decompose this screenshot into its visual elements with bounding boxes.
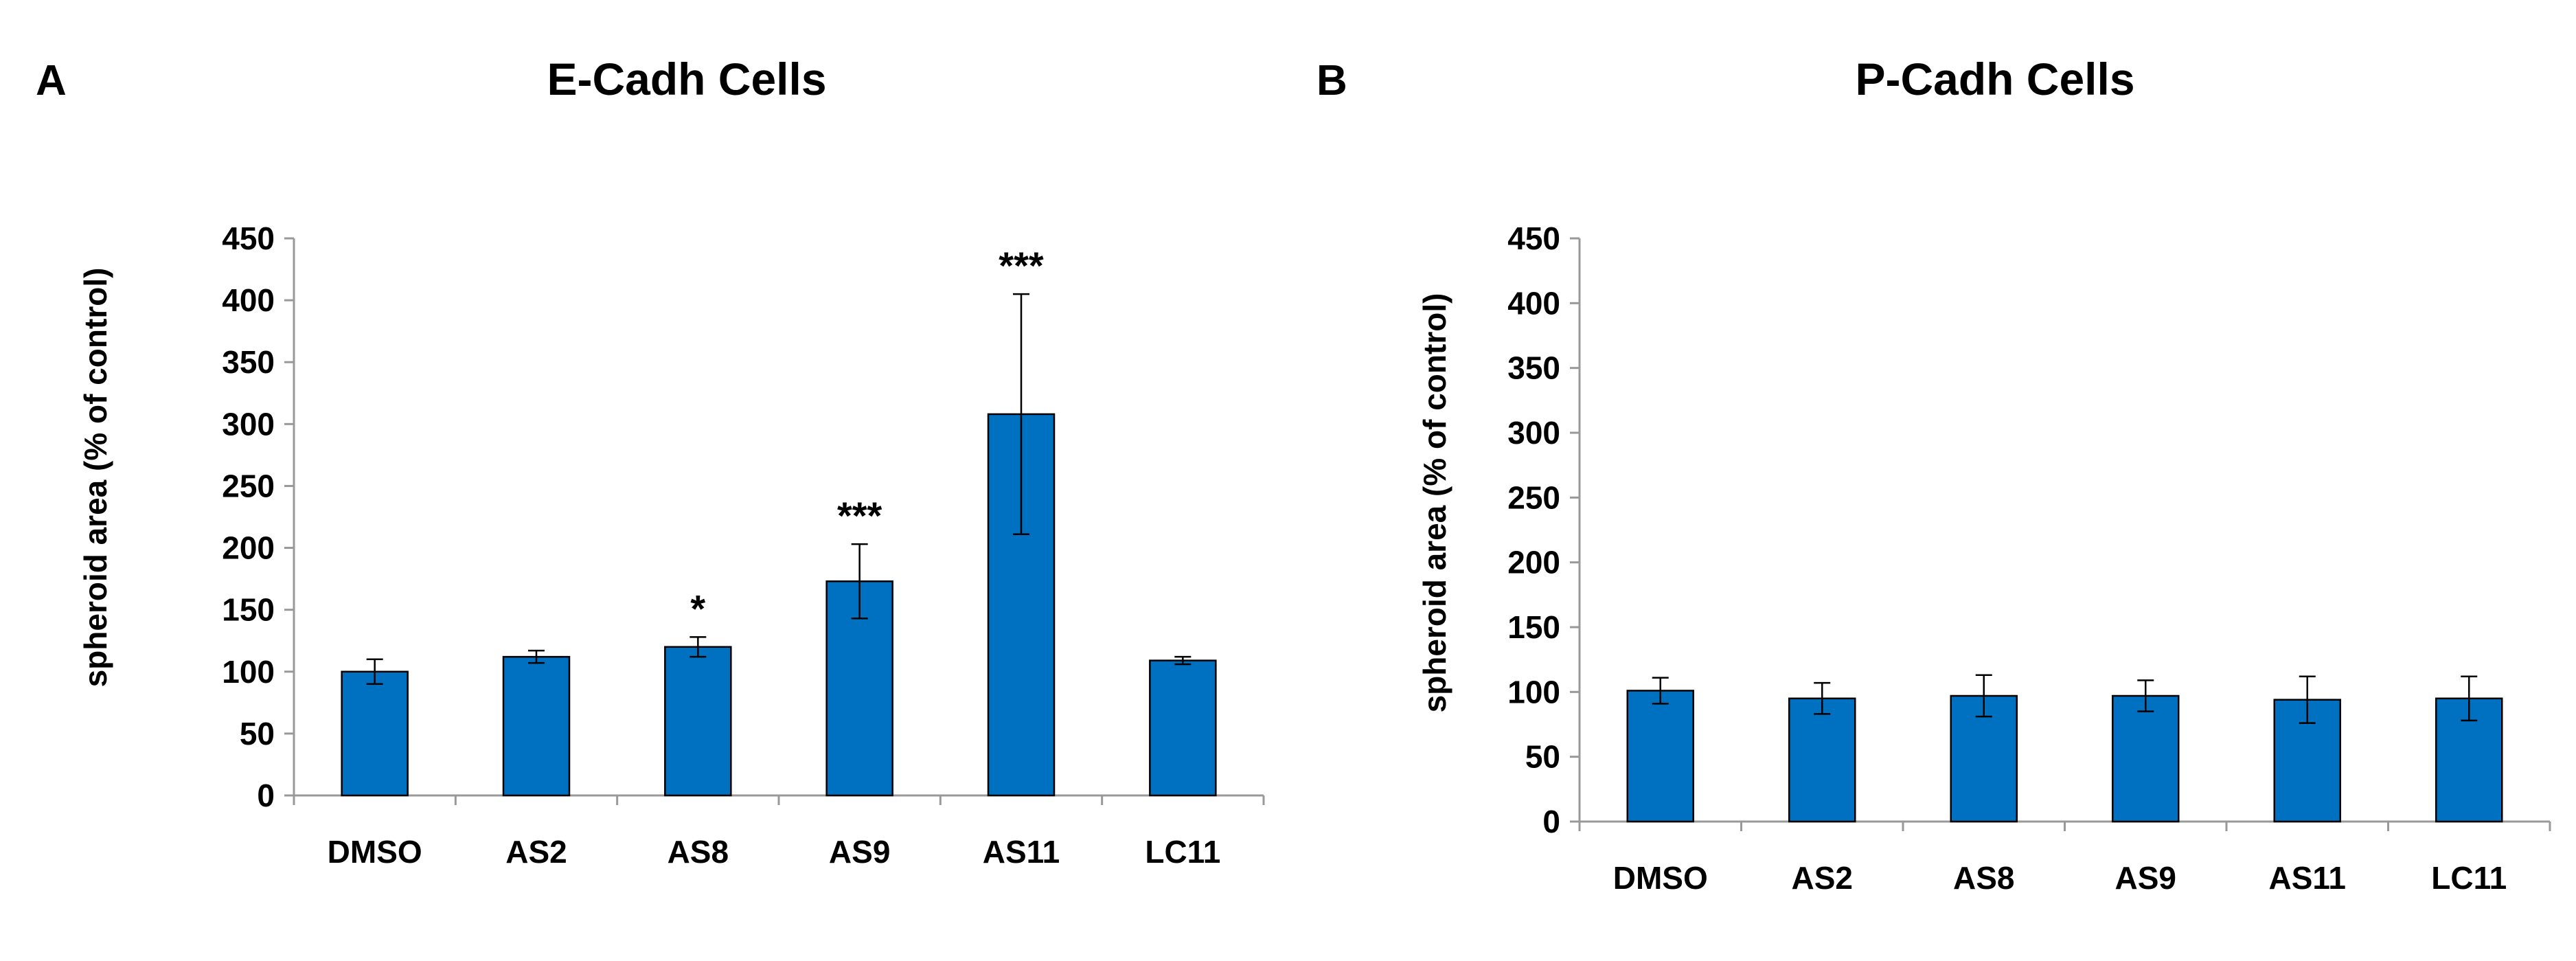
bar-dmso xyxy=(1626,690,1694,823)
x-tick-label-dmso: DMSO xyxy=(1613,860,1708,896)
y-tick-label: 350 xyxy=(222,344,275,380)
y-tick-label: 250 xyxy=(222,468,275,504)
chart-title-a: E-Cadh Cells xyxy=(547,54,826,104)
y-tick-label: 300 xyxy=(222,406,275,442)
x-tick-label-as11: AS11 xyxy=(2268,860,2346,896)
x-tick-label-as9: AS9 xyxy=(2115,860,2176,896)
y-tick-label: 0 xyxy=(257,778,275,813)
x-tick-label-as2: AS2 xyxy=(1792,860,1853,896)
panel-b: B P-Cadh Cells spheroid area (% of contr… xyxy=(1317,54,2551,896)
y-tick-label: 400 xyxy=(1507,285,1560,321)
y-tick-label: 0 xyxy=(1542,804,1560,839)
y-tick-label: 200 xyxy=(1507,545,1560,580)
plot-area-b: 0 50 100 150 200 250 300 350 400 450 DMSO AS2 AS8 AS9… xyxy=(1507,221,2551,896)
x-tick-label-lc11: LC11 xyxy=(2431,860,2507,896)
y-tick-label: 150 xyxy=(222,592,275,628)
panel-letter-a: A xyxy=(36,57,67,104)
significance-marker-as11: *** xyxy=(999,244,1044,287)
bar-as2 xyxy=(502,655,571,797)
x-tick-label-as9: AS9 xyxy=(829,834,890,870)
significance-marker-as8: * xyxy=(690,587,705,630)
y-axis-label-b: spheroid area (% of control) xyxy=(1417,293,1452,713)
y-tick-label: 50 xyxy=(240,716,275,751)
bar-as2 xyxy=(1788,697,1856,823)
panel-letter-b: B xyxy=(1317,57,1347,104)
bar-as9 xyxy=(2112,694,2180,823)
y-tick-label: 100 xyxy=(222,654,275,690)
y-tick-label: 250 xyxy=(1507,479,1560,515)
y-tick-label: 100 xyxy=(1507,674,1560,710)
panel-a: A E-Cadh Cells spheroid area (% of contr… xyxy=(36,54,1265,870)
x-tick-label-as8: AS8 xyxy=(1953,860,2014,896)
plot-area-a: 0 50 100 150 200 250 300 350 400 450 DMSO AS2 AS8 * AS… xyxy=(222,221,1265,870)
x-tick-label-dmso: DMSO xyxy=(328,834,422,870)
x-tick-label-as11: AS11 xyxy=(983,834,1060,870)
bar-dmso xyxy=(341,670,409,797)
y-tick-label: 50 xyxy=(1525,739,1560,775)
y-tick-label: 150 xyxy=(1507,609,1560,645)
bar-lc11 xyxy=(1149,659,1217,797)
bar-as8 xyxy=(664,646,732,797)
y-tick-label: 450 xyxy=(222,221,275,256)
y-tick-label: 450 xyxy=(1507,221,1560,256)
x-tick-label-lc11: LC11 xyxy=(1145,834,1220,870)
chart-title-b: P-Cadh Cells xyxy=(1855,54,2134,104)
y-tick-label: 200 xyxy=(222,530,275,566)
y-tick-label: 300 xyxy=(1507,415,1560,451)
y-tick-label: 350 xyxy=(1507,350,1560,386)
x-tick-label-as8: AS8 xyxy=(668,834,729,870)
y-tick-label: 400 xyxy=(222,282,275,318)
x-tick-label-as2: AS2 xyxy=(505,834,567,870)
y-axis-label-a: spheroid area (% of control) xyxy=(78,268,113,688)
significance-marker-as9: *** xyxy=(837,494,882,537)
